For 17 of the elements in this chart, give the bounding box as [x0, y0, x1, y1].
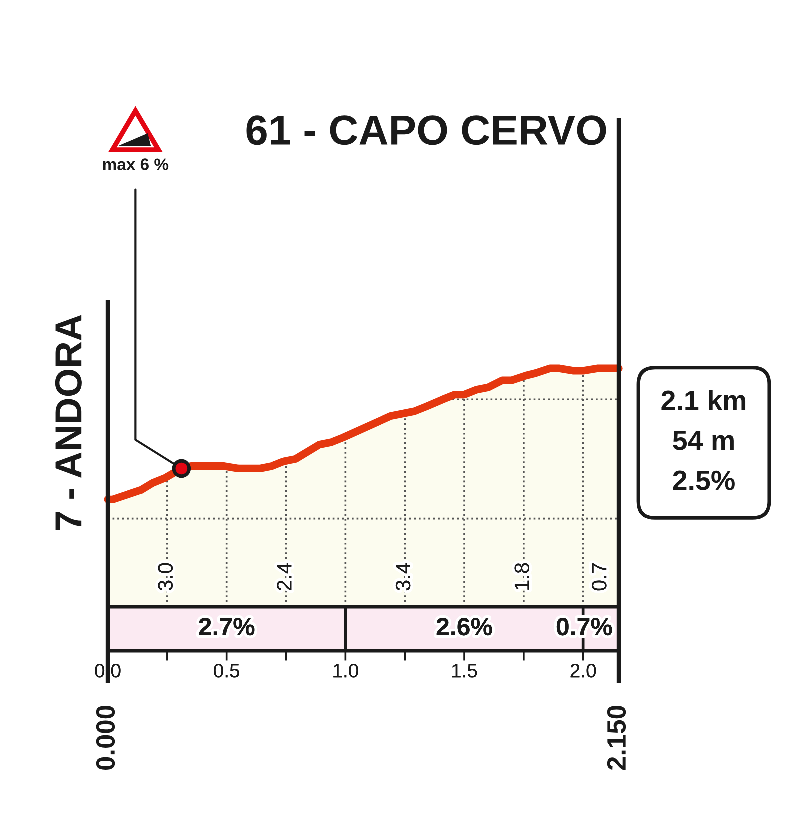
x-tick-label: 2.0 [570, 664, 596, 678]
annotation: 3.4 [396, 563, 411, 591]
annotation: 1.8 [514, 563, 530, 590]
x-tick-label: 1.5 [452, 664, 478, 678]
annotation: max 6 % [103, 158, 169, 170]
annotation: 2.6% [436, 618, 492, 636]
annotation: 2.7% [199, 618, 255, 636]
annotation: 0.7 [592, 564, 607, 591]
chart-title: 61 - CAPO CERVO [246, 116, 606, 146]
annotation: 3.0 [158, 563, 174, 591]
ref-line-label: 2.150 [607, 706, 626, 770]
x-tick-label: 1.0 [334, 664, 358, 678]
annotation: 7 - ANDORA [55, 315, 82, 530]
text: 2.1 km 54 m 2.5% [662, 390, 746, 490]
ref-line-label: 0.000 [96, 706, 116, 770]
annotation: 2.4 [277, 563, 292, 590]
x-tick-label: 0.5 [214, 664, 240, 678]
